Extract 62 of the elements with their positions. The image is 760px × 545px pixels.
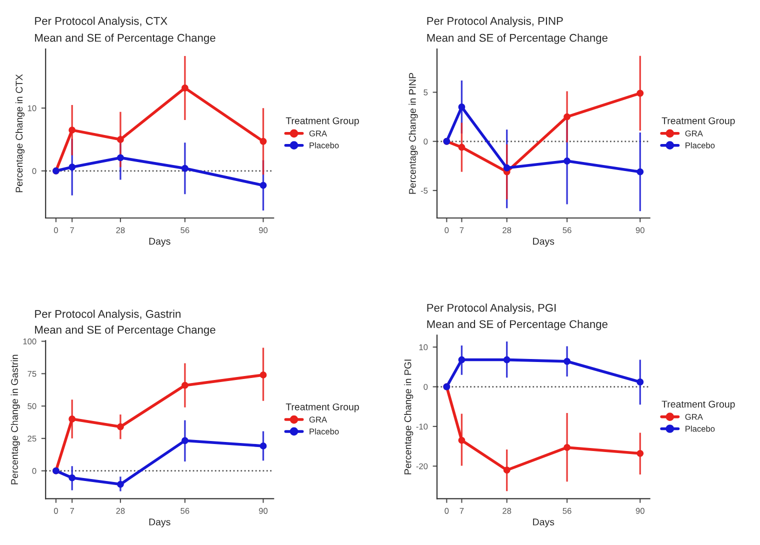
x-tick-label: 90 — [258, 227, 268, 234]
y-tick-label: 75 — [28, 370, 36, 377]
y-tick-label: 10 — [28, 105, 36, 112]
y-tick-label: -20 — [416, 463, 428, 470]
y-tick-label: -5 — [420, 188, 428, 194]
y-axis-title: Percentage Change in Gastrin — [10, 354, 20, 484]
chart-title: Per Protocol Analysis, CTX — [35, 16, 168, 28]
x-tick-label: 7 — [460, 227, 464, 234]
y-tick-label: 0 — [424, 138, 428, 144]
chart-subtitle: Mean and SE of Percentage Change — [427, 34, 608, 44]
legend-title: Treatment Group — [662, 117, 735, 126]
legend-label: GRA — [685, 130, 703, 136]
legend-title: Treatment Group — [286, 403, 359, 412]
x-tick-label: 56 — [562, 508, 572, 514]
x-tick-label: 7 — [70, 508, 74, 514]
x-axis-title: Days — [149, 518, 170, 528]
y-axis-title: Percentage Change in PGI — [404, 360, 414, 474]
legend-title: Treatment Group — [662, 400, 735, 410]
x-tick-label: 28 — [116, 508, 125, 514]
legend-label: GRA — [685, 414, 703, 420]
y-tick-label: 10 — [419, 344, 428, 350]
x-tick-label: 28 — [116, 227, 125, 234]
chart-subtitle: Mean and SE of Percentage Change — [35, 326, 216, 336]
x-tick-label: 90 — [258, 508, 268, 514]
y-axis-title: Percentage Change in PINP — [408, 72, 418, 194]
legend-label: GRA — [309, 130, 328, 136]
y-tick-label: 25 — [28, 436, 36, 442]
x-tick-label: 28 — [502, 508, 512, 514]
y-tick-label: 0 — [424, 384, 428, 390]
y-axis-title: Percentage Change in CTX — [15, 74, 25, 192]
x-tick-label: 0 — [444, 227, 449, 234]
legend-label: GRA — [309, 416, 328, 423]
x-tick-label: 0 — [54, 508, 58, 514]
y-tick-label: 5 — [424, 90, 428, 96]
y-tick-label: 0 — [32, 168, 36, 174]
legend-label: Placebo — [310, 142, 339, 148]
legend-label: Placebo — [686, 142, 715, 148]
x-tick-label: 56 — [180, 227, 190, 234]
x-tick-label: 56 — [180, 508, 190, 514]
x-tick-label: 7 — [460, 508, 464, 514]
x-axis-title: Days — [533, 238, 554, 247]
x-tick-label: 0 — [54, 227, 58, 234]
x-tick-label: 28 — [502, 227, 512, 234]
legend-label: Placebo — [686, 426, 715, 432]
chart-subtitle: Mean and SE of Percentage Change — [427, 320, 608, 330]
y-tick-label: 0 — [32, 468, 36, 474]
chart-title: Per Protocol Analysis, PGI — [427, 304, 556, 314]
chart-title: Per Protocol Analysis, Gastrin — [35, 310, 180, 320]
x-axis-title: Days — [533, 518, 554, 528]
y-tick-label: -10 — [416, 424, 428, 430]
x-tick-label: 90 — [636, 227, 644, 234]
chart-title: Per Protocol Analysis, PINP — [427, 16, 563, 28]
y-tick-label: 50 — [28, 403, 36, 410]
chart-subtitle: Mean and SE of Percentage Change — [35, 34, 216, 44]
x-tick-label: 56 — [562, 227, 572, 234]
legend-label: Placebo — [310, 428, 339, 434]
y-tick-label: 100 — [23, 338, 36, 344]
x-tick-label: 7 — [70, 227, 74, 234]
x-tick-label: 0 — [444, 508, 449, 514]
legend-title: Treatment Group — [286, 117, 359, 126]
x-tick-label: 90 — [636, 508, 644, 514]
x-axis-title: Days — [149, 238, 170, 247]
